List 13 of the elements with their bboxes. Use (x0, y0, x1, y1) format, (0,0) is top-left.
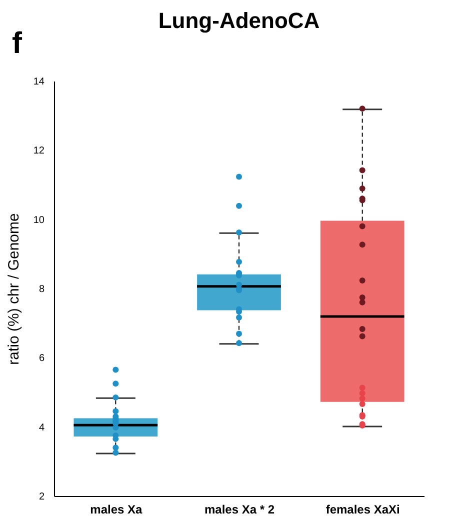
text: f (12, 27, 23, 60)
y-tick-label: 8 (38, 284, 45, 295)
y-tick-label: 14 (33, 76, 45, 88)
y-axis-title: ratio (%) chr / Genome (5, 213, 22, 365)
y-tick-label: 6 (38, 353, 45, 364)
y-tick-label: 10 (33, 214, 45, 226)
y-tick-label: 4 (38, 422, 45, 434)
x-tick-label: females XaXi (326, 502, 400, 516)
chart-title: Lung-AdenoCA (158, 8, 320, 33)
x-tick-label: males Xa (90, 502, 143, 516)
y-tick-label: 12 (33, 146, 45, 157)
y-tick-label: 2 (38, 492, 45, 502)
x-tick-label: males Xa * 2 (204, 502, 275, 516)
